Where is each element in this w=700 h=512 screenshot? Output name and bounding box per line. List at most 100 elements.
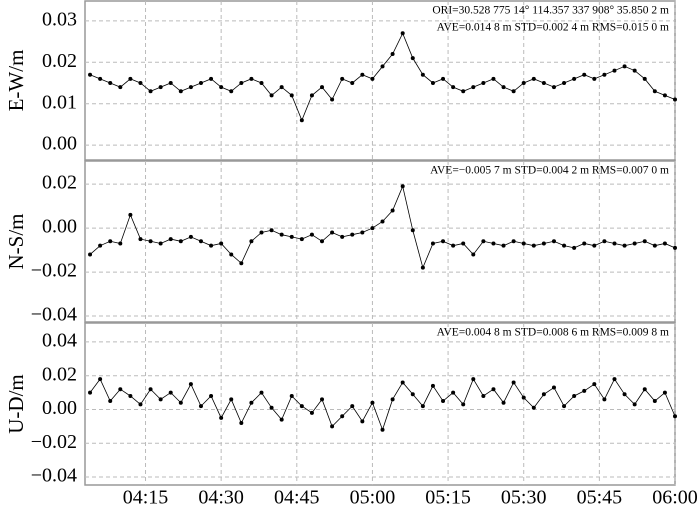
data-point xyxy=(622,392,627,397)
data-point xyxy=(118,241,123,246)
data-point xyxy=(168,80,173,85)
data-point xyxy=(108,399,113,404)
y-axis-label: E-W/m xyxy=(4,50,28,112)
panel-frame xyxy=(84,0,676,161)
data-point xyxy=(471,252,476,257)
data-point xyxy=(148,387,153,392)
y-tick-label: 0.00 xyxy=(42,397,77,419)
data-point xyxy=(360,419,365,424)
data-point xyxy=(461,89,466,94)
data-point xyxy=(481,239,486,244)
data-point xyxy=(198,239,203,244)
data-point xyxy=(289,234,294,239)
data-point xyxy=(592,243,597,248)
data-point xyxy=(410,392,415,397)
data-point xyxy=(602,72,607,77)
data-point xyxy=(410,56,415,61)
data-point xyxy=(239,421,244,426)
data-point xyxy=(279,85,284,90)
data-point xyxy=(269,228,274,233)
data-point xyxy=(662,390,667,395)
data-point xyxy=(350,80,355,85)
data-point xyxy=(320,239,325,244)
data-point xyxy=(330,230,335,235)
x-tick-label: 04:15 xyxy=(123,487,169,509)
data-point xyxy=(632,402,637,407)
data-point xyxy=(511,239,516,244)
data-point xyxy=(673,97,677,102)
data-point xyxy=(562,404,567,409)
y-axis-label: U-D/m xyxy=(4,374,28,434)
data-point xyxy=(98,76,103,81)
data-point xyxy=(289,93,294,98)
data-point xyxy=(551,385,556,390)
data-point xyxy=(158,85,163,90)
data-point xyxy=(461,402,466,407)
data-point xyxy=(511,89,516,94)
data-point xyxy=(370,400,375,405)
x-tick-label: 05:15 xyxy=(425,487,471,509)
data-point xyxy=(289,393,294,398)
data-point xyxy=(632,241,637,246)
data-point xyxy=(531,76,536,81)
data-point xyxy=(602,397,607,402)
data-point xyxy=(229,252,234,257)
data-point xyxy=(269,405,274,410)
y-axis-label: N-S/m xyxy=(4,213,28,269)
data-point xyxy=(461,241,466,246)
data-point xyxy=(602,239,607,244)
data-point xyxy=(662,93,667,98)
data-point xyxy=(592,76,597,81)
y-tick-label: 0.02 xyxy=(42,363,77,385)
data-point xyxy=(249,239,254,244)
data-point xyxy=(88,390,93,395)
data-point xyxy=(541,241,546,246)
data-point xyxy=(531,243,536,248)
y-tick-label: 0.02 xyxy=(42,50,77,72)
data-point xyxy=(269,93,274,98)
y-tick-label: −0.04 xyxy=(31,465,77,487)
data-point xyxy=(582,388,587,393)
data-point xyxy=(592,382,597,387)
data-point xyxy=(299,404,304,409)
data-point xyxy=(501,85,506,90)
data-point xyxy=(340,76,345,81)
y-tick-label: 0.04 xyxy=(42,330,77,352)
data-point xyxy=(178,400,183,405)
data-point xyxy=(309,410,314,415)
data-point xyxy=(441,399,446,404)
data-point xyxy=(138,80,143,85)
data-point xyxy=(178,89,183,94)
data-point xyxy=(128,393,133,398)
annotation: AVE=0.014 8 m STD=0.002 4 m RMS=0.015 0 … xyxy=(437,22,669,34)
data-point xyxy=(158,241,163,246)
x-tick-label: 04:45 xyxy=(274,487,320,509)
data-point xyxy=(239,80,244,85)
y-tick-label: 0.02 xyxy=(42,172,77,194)
data-point xyxy=(178,239,183,244)
data-point xyxy=(501,243,506,248)
data-point xyxy=(279,232,284,237)
data-point xyxy=(642,387,647,392)
data-point xyxy=(572,393,577,398)
y-tick-label: 0.00 xyxy=(42,216,77,238)
data-point xyxy=(118,387,123,392)
data-point xyxy=(481,80,486,85)
data-point xyxy=(219,241,224,246)
data-point xyxy=(229,397,234,402)
data-point xyxy=(410,228,415,233)
data-point xyxy=(219,415,224,420)
data-point xyxy=(279,417,284,422)
annotation: AVE=−0.005 7 m STD=0.004 2 m RMS=0.007 0… xyxy=(430,165,669,177)
data-point xyxy=(430,241,435,246)
data-point xyxy=(249,400,254,405)
data-point xyxy=(108,239,113,244)
data-point xyxy=(108,80,113,85)
data-point xyxy=(360,72,365,77)
data-point xyxy=(420,72,425,77)
data-point xyxy=(209,393,214,398)
data-point xyxy=(673,414,677,419)
data-point xyxy=(259,80,264,85)
data-point xyxy=(471,377,476,382)
data-point xyxy=(451,390,456,395)
